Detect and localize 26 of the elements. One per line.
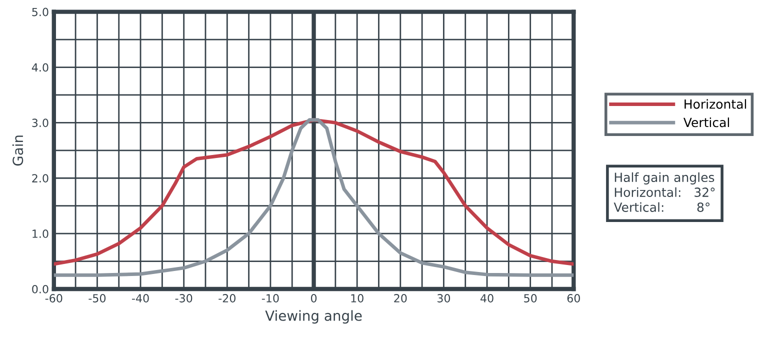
x-tick-label: 60 [567,294,580,302]
y-tick-label: 0.0 [32,284,48,294]
text: Vertical: 8° [614,202,710,212]
x-tick-label: 30 [437,294,450,302]
legend-label: Vertical [683,118,730,128]
x-tick-label: -10 [262,294,279,302]
y-tick-label: 1.0 [32,230,48,238]
x-tick-label: 50 [524,294,537,302]
x-tick-label: 40 [480,294,494,302]
y-tick-label: 4.0 [32,63,48,72]
x-tick-label: -60 [45,294,62,302]
text: Horizontal: 32° [614,187,715,198]
y-axis-title: Gain [12,136,24,166]
x-tick-label: -20 [218,294,236,302]
x-tick-label: -50 [88,294,106,302]
y-tick-label: 3.0 [32,118,48,128]
text: Half gain angles [614,172,714,184]
y-tick-label: 2.0 [32,174,48,183]
legend-label: Horizontal [684,99,746,109]
x-tick-label: 20 [394,294,407,302]
x-tick-label: -40 [132,294,149,302]
x-axis-title: Viewing angle [265,310,362,324]
x-tick-label: -30 [175,294,192,302]
x-tick-label: 0 [310,294,317,302]
y-tick-label: 5.0 [32,8,48,16]
x-tick-label: 10 [351,294,364,302]
